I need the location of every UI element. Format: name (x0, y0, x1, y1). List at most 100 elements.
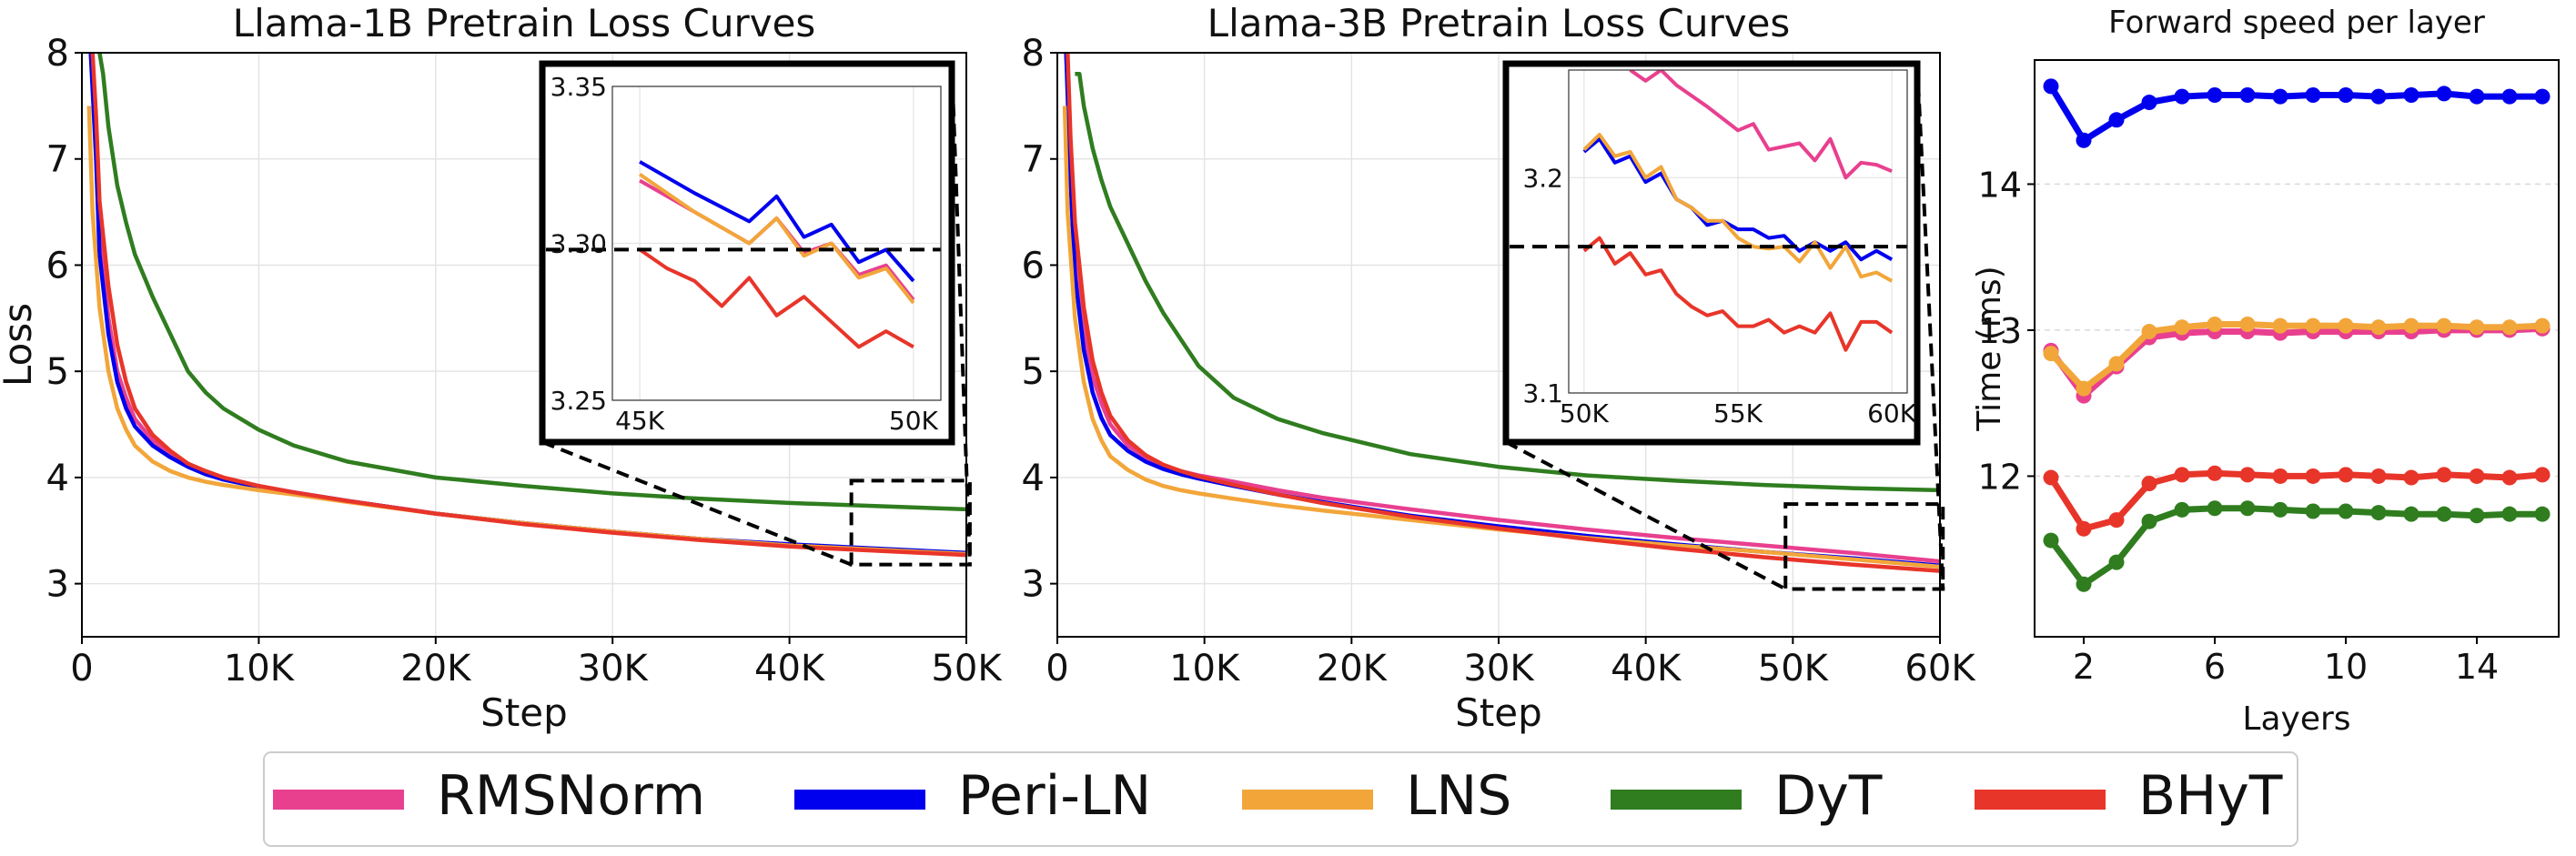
speed-point-peri-ln (2108, 112, 2125, 128)
llama3b-inset-xtick-label: 60K (1867, 398, 1917, 428)
speed-point-bhyt (2469, 468, 2485, 484)
speed-point-lns (2239, 317, 2256, 333)
speed-point-dyt (2469, 508, 2485, 524)
llama3b-line-lns (1062, 106, 1940, 569)
speed-point-lns (2469, 319, 2485, 336)
llama1b-xlabel: Step (480, 690, 568, 735)
speed-xtick-label: 2 (2073, 647, 2095, 687)
speed-line-peri-ln (2048, 85, 2542, 144)
speed-point-peri-ln (2501, 88, 2518, 105)
llama1b-line-bhyt (90, 53, 966, 558)
llama1b-ytick-label: 5 (46, 351, 69, 393)
speed-point-dyt (2174, 501, 2190, 518)
llama3b-ytick-label: 7 (1022, 139, 1045, 181)
llama1b-frame (81, 52, 967, 638)
legend-item-peri-ln: Peri-LN (794, 764, 1151, 828)
speed-series-lns (2043, 317, 2551, 397)
llama3b-xtick-label: 0 (1046, 648, 1068, 690)
speed-point-dyt (2239, 500, 2256, 517)
legend-swatch-rmsnorm (273, 790, 404, 810)
llama3b-inset-ytick-label: 3.2 (1522, 163, 1563, 193)
llama3b-inset-axes (1568, 69, 1908, 394)
speed-line-rmsnorm (2048, 325, 2543, 399)
llama1b-xtick-label: 30K (578, 648, 650, 690)
speed-point-dyt (2207, 500, 2223, 517)
speed-point-dyt (2076, 576, 2092, 592)
llama1b-inset-xtick-label: 45K (615, 406, 665, 436)
speed-point-dyt (2370, 505, 2387, 521)
llama3b-panel: 0 10K 20K 30K 40K 50K 60K 3 4 5 6 7 8 Llama-3B Pretra… (1022, 1, 1977, 735)
speed-point-lns (2076, 380, 2092, 397)
llama3b-xtick-label: 40K (1611, 648, 1682, 690)
llama1b-inset-line-peri-ln (639, 160, 915, 283)
speed-point-peri-ln (2272, 88, 2288, 105)
speed-point-dyt (2534, 506, 2551, 522)
llama1b-xtick-label: 10K (224, 648, 296, 690)
llama3b-inset-series-group (1582, 70, 1894, 352)
llama3b-ytick-label: 8 (1022, 33, 1045, 75)
speed-point-dyt (2338, 503, 2354, 519)
speed-point-lns (2174, 319, 2190, 336)
speed-point-bhyt (2272, 468, 2288, 484)
speed-point-lns (2501, 319, 2518, 336)
llama3b-series-group (1062, 53, 1940, 573)
llama1b-inset-frame (539, 60, 955, 446)
llama1b-ytick-label: 4 (46, 458, 69, 499)
llama1b-inset-ytick-label: 3.35 (551, 72, 607, 102)
speed-series-peri-ln (2043, 78, 2551, 148)
llama3b-inset-xtick-label: 50K (1560, 398, 1610, 428)
speed-point-peri-ln (2239, 87, 2256, 104)
legend-label: BHyT (2138, 764, 2283, 828)
llama1b-inset-ytick-label: 3.25 (551, 386, 607, 416)
llama3b-inset-line-bhyt (1582, 236, 1894, 352)
legend-item-dyt: DyT (1611, 764, 1883, 828)
legend-swatch-peri-ln (794, 790, 925, 810)
llama3b-zoom-connector (1915, 63, 1945, 589)
speed-point-bhyt (2534, 467, 2551, 483)
speed-point-lns (2043, 346, 2059, 362)
speed-ytick-label: 13 (1978, 311, 2022, 351)
llama1b-zoom-box (849, 478, 972, 567)
llama3b-xlabel: Step (1455, 690, 1542, 735)
speed-xtick-label: 14 (2455, 647, 2499, 687)
llama1b-line-dyt (97, 53, 966, 512)
speed-point-peri-ln (2436, 86, 2452, 102)
speed-point-peri-ln (2141, 95, 2157, 111)
speed-point-dyt (2436, 506, 2452, 522)
llama1b-xtick-label: 50K (931, 648, 1003, 690)
speed-frame (2034, 59, 2560, 638)
speed-point-lns (2141, 324, 2157, 340)
llama3b-zoom-connector (1505, 440, 1787, 591)
legend-label: LNS (1406, 764, 1511, 828)
llama1b-ytick-label: 7 (46, 139, 69, 181)
llama1b-ytick-label: 8 (46, 33, 69, 75)
llama3b-xtick-label: 20K (1317, 648, 1389, 690)
speed-point-lns (2403, 317, 2419, 334)
speed-xtick-label: 6 (2204, 647, 2226, 687)
speed-point-peri-ln (2338, 87, 2354, 104)
speed-point-lns (2272, 317, 2288, 334)
llama3b-zoom-box (1783, 502, 1945, 591)
llama1b-inset-xtick-label: 50K (889, 406, 939, 436)
llama3b-ytick-label: 6 (1022, 245, 1045, 287)
llama3b-inset-line-rmsnorm (1629, 70, 1893, 180)
legend-swatch-dyt (1611, 790, 1742, 810)
speed-point-peri-ln (2207, 87, 2223, 104)
llama3b-xtick-label: 10K (1169, 648, 1241, 690)
llama1b-inset-axes (611, 86, 942, 401)
speed-point-peri-ln (2469, 88, 2485, 105)
llama1b-inset-series-group (638, 160, 915, 349)
speed-point-bhyt (2108, 512, 2125, 529)
llama3b-xtick-label: 30K (1463, 648, 1535, 690)
llama3b-ytick-label: 4 (1022, 458, 1045, 499)
llama3b-xtick-label: 60K (1904, 648, 1976, 690)
speed-point-bhyt (2239, 467, 2256, 483)
speed-series-bhyt (2043, 465, 2551, 537)
legend-item-bhyt: BHyT (1975, 764, 2283, 828)
speed-point-peri-ln (2370, 88, 2387, 105)
speed-point-dyt (2141, 513, 2157, 529)
llama1b-series-group (86, 53, 966, 558)
speed-point-bhyt (2174, 467, 2190, 483)
speed-ytick-label: 12 (1978, 457, 2022, 497)
